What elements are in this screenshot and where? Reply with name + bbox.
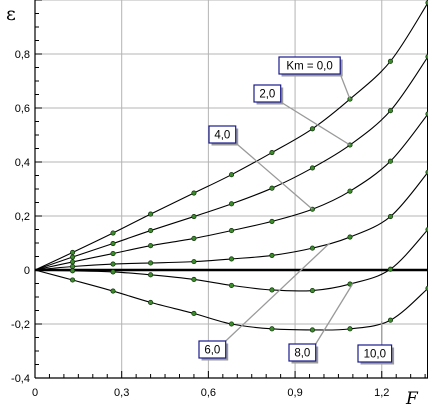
curve-label-box: [278, 56, 341, 75]
x-axis-title: F: [405, 389, 419, 406]
data-point: [148, 299, 154, 305]
y-tick-label: 0,4: [15, 157, 30, 169]
data-point: [110, 230, 116, 236]
data-point: [309, 327, 315, 333]
data-point: [70, 259, 76, 265]
data-point: [228, 321, 235, 327]
data-point: [148, 211, 154, 217]
curve-label: 4,0: [214, 130, 230, 142]
data-point: [110, 269, 116, 275]
data-point: [148, 260, 154, 266]
data-point: [110, 250, 116, 257]
data-point: [70, 268, 76, 274]
curve-labels: Km = 0,0 2,0 4,0 6,0 8,0 10,0: [198, 56, 395, 365]
x-tick-label: 0: [32, 387, 38, 399]
curve-label: 8,0: [294, 348, 310, 360]
data-point: [269, 326, 275, 332]
data-point: [191, 190, 197, 196]
x-tick-label: 1,2: [374, 387, 389, 399]
data-point: [70, 249, 76, 256]
curve-label-box: [198, 340, 227, 359]
data-point: [110, 240, 116, 247]
data-point: [309, 165, 315, 171]
data-point: [347, 188, 353, 194]
data-point: [228, 282, 235, 288]
data-point: [228, 228, 235, 234]
y-tick-label: 0: [24, 265, 30, 277]
data-point: [387, 108, 393, 114]
data-point: [269, 287, 275, 293]
leader-line: [280, 101, 351, 146]
data-point: [387, 158, 393, 164]
data-point: [228, 201, 235, 207]
curve-label: Km = 0,0: [286, 61, 332, 73]
curve-label-box: [253, 84, 282, 103]
leader-line: [339, 73, 351, 100]
data-point: [228, 256, 235, 262]
data-point: [269, 218, 275, 224]
x-tick-label: 0,3: [114, 387, 129, 399]
data-point: [148, 272, 154, 278]
data-point: [347, 234, 353, 240]
data-point: [148, 228, 154, 234]
y-tick-label: 0,2: [15, 211, 30, 223]
y-tick-label: 0,8: [15, 49, 30, 61]
curve-label-box: [288, 343, 317, 362]
data-point: [387, 213, 393, 220]
leader-line: [315, 283, 354, 345]
data-point: [387, 266, 393, 272]
data-point: [148, 243, 154, 249]
data-point: [191, 276, 197, 283]
data-points: [70, 0, 428, 333]
y-tick-label: 0,6: [15, 103, 30, 115]
curve-label-box: [208, 125, 237, 144]
curve-label: 10,0: [364, 349, 386, 361]
data-point: [191, 259, 197, 265]
curve-label: 2,0: [259, 89, 275, 101]
curve-label: 6,0: [204, 345, 220, 357]
data-point: [269, 252, 275, 258]
tick-labels: -0,4 -0,2 0 0,2 0,4 0,6 0,8 0 0,3 0,6 0,9 1,2: [11, 49, 389, 399]
data-point: [309, 245, 315, 251]
data-point: [387, 58, 393, 64]
y-tick-label: -0,2: [11, 319, 30, 331]
data-point: [347, 326, 353, 332]
y-tick-label: -0,4: [11, 373, 30, 385]
data-point: [269, 185, 275, 191]
x-tick-label: 0,6: [201, 387, 216, 399]
data-point: [70, 277, 76, 283]
data-point: [70, 263, 76, 270]
leader-line: [225, 242, 331, 342]
data-point: [387, 317, 393, 323]
data-point: [110, 261, 116, 267]
data-point: [191, 310, 197, 317]
leader-line: [235, 142, 313, 210]
y-axis-title: ε: [6, 3, 16, 25]
data-point: [191, 235, 197, 241]
x-tick-label: 0,9: [287, 387, 302, 399]
data-point: [191, 213, 197, 220]
data-point: [228, 172, 235, 178]
data-point: [309, 287, 315, 294]
data-point: [269, 150, 275, 156]
data-point: [110, 288, 116, 294]
data-point: [70, 254, 76, 260]
curve-label-box: [357, 344, 393, 363]
data-point: [309, 126, 315, 132]
